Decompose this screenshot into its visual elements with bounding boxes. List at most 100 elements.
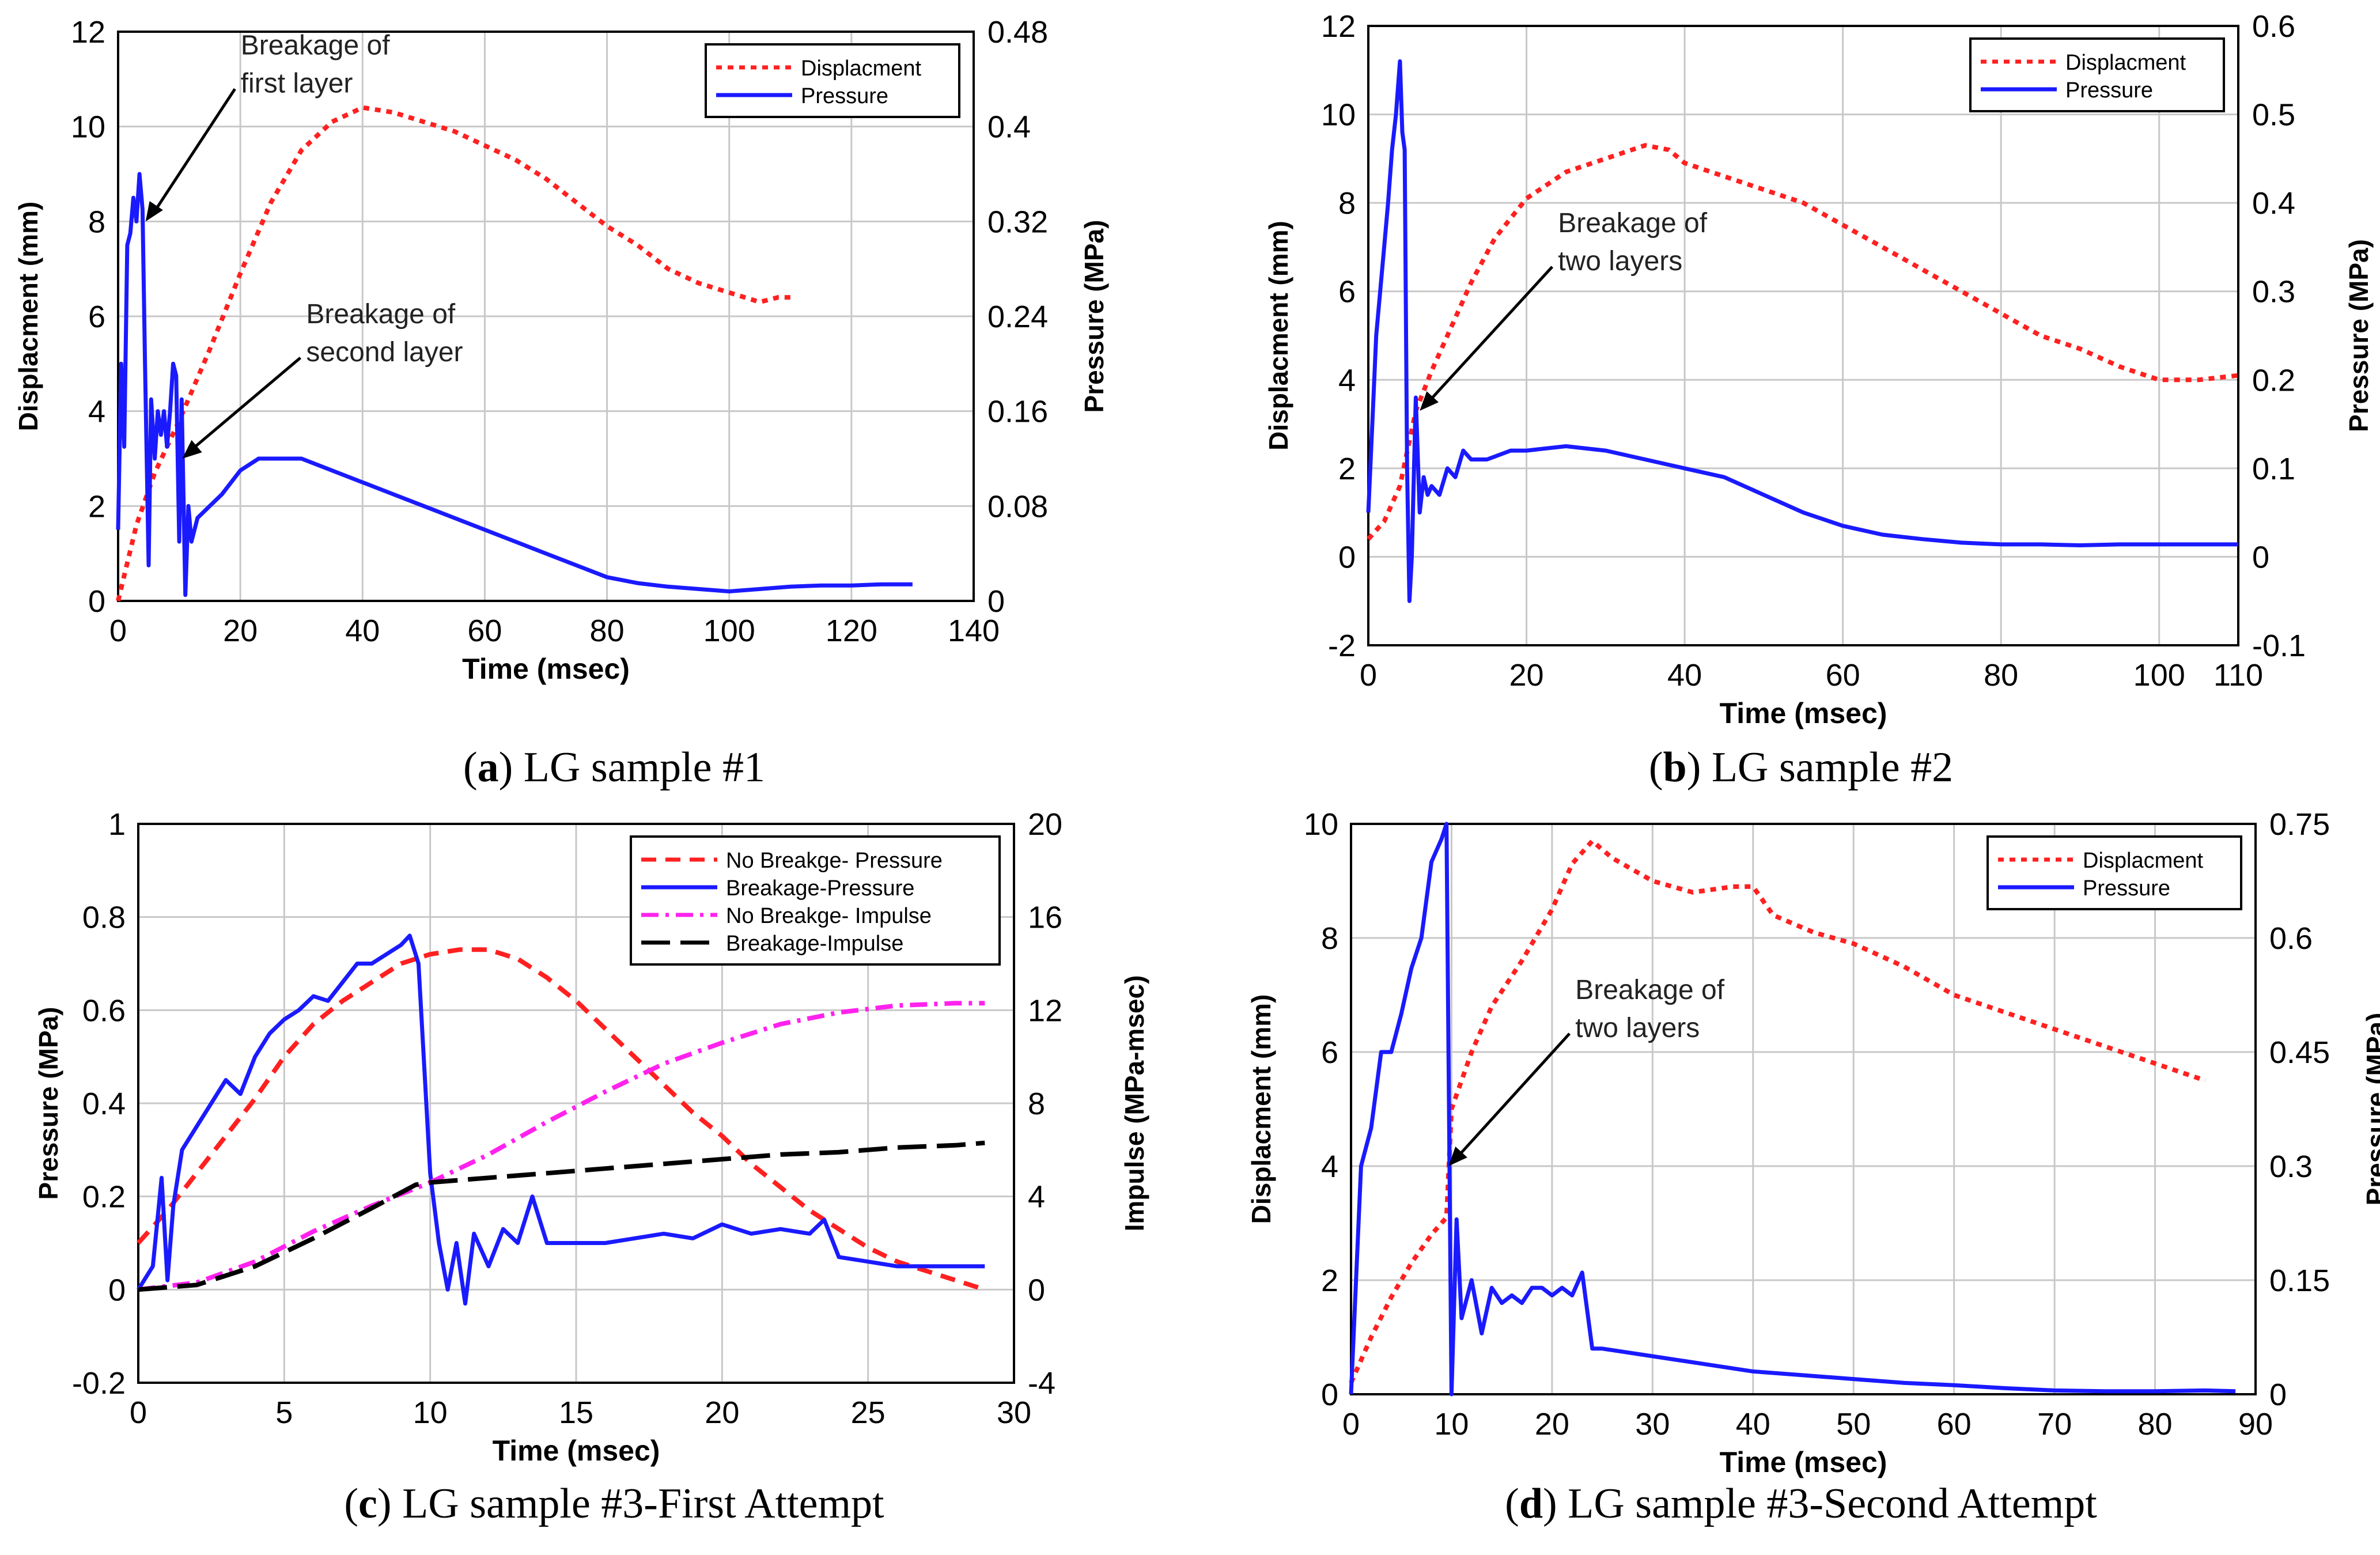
y-tick-label: 6 bbox=[1321, 1035, 1338, 1070]
y-right-tick-label: 0.16 bbox=[987, 395, 1048, 429]
annotation-arrow bbox=[1425, 266, 1554, 405]
plot-frame bbox=[1367, 25, 2239, 646]
y-right-tick-label: 0.1 bbox=[2252, 452, 2295, 486]
annotation: Breakage of second layer bbox=[182, 299, 463, 459]
x-axis-label: Time (msec) bbox=[462, 653, 630, 685]
y-tick-label: 8 bbox=[88, 205, 105, 239]
y-right-tick-label: 0.6 bbox=[2269, 921, 2313, 956]
y-right-tick-label: 0.4 bbox=[2252, 186, 2295, 221]
y-tick-label: 0 bbox=[88, 584, 105, 619]
series-line-no-breakge-pressure bbox=[137, 947, 986, 1292]
series-line-breakage-impulse bbox=[138, 1140, 985, 1292]
y-right-tick-label: 16 bbox=[1028, 901, 1062, 935]
y-axis-label: Displacment (mm) bbox=[1246, 994, 1276, 1224]
y-right-tick-label: 0.08 bbox=[987, 489, 1048, 524]
y-tick-label: -2 bbox=[1328, 629, 1356, 663]
y-right-tick-label: 0 bbox=[987, 584, 1005, 619]
caption-letter: d bbox=[1519, 1480, 1543, 1527]
caption-text: LG sample #3-First Attempt bbox=[402, 1480, 884, 1527]
y-right-tick-label: 0.24 bbox=[987, 300, 1048, 334]
legend: Displacment Pressure bbox=[1969, 37, 2225, 112]
caption-letter: c bbox=[358, 1480, 377, 1527]
series-line-breakage-pressure bbox=[137, 933, 985, 1306]
x-axis-label: Time (msec) bbox=[493, 1435, 660, 1467]
y-tick-label: 8 bbox=[1321, 921, 1338, 956]
y-tick-label: 12 bbox=[1321, 9, 1356, 44]
y-right-tick-label: 4 bbox=[1028, 1180, 1045, 1215]
x-tick-label: 60 bbox=[467, 614, 502, 648]
caption-a: (a) LG sample #1 bbox=[463, 744, 766, 791]
annotation: Breakage of first layer bbox=[145, 30, 391, 222]
y-tick-label: -0.2 bbox=[72, 1366, 126, 1401]
caption-b: (b) LG sample #2 bbox=[1648, 744, 1954, 791]
annotation-text: Breakage of bbox=[241, 30, 391, 60]
y-right-tick-label: -4 bbox=[1028, 1366, 1055, 1401]
y-tick-label: 8 bbox=[1338, 186, 1356, 221]
y-tick-label: 2 bbox=[1321, 1263, 1338, 1298]
chart-panel-a: 0 20 40 60 80 100 120 14002468101200.080.160.24… bbox=[13, 15, 1109, 685]
y-right-axis-label: Pressure (MPa) bbox=[2344, 239, 2374, 432]
legend-label: No Breakge- Impulse bbox=[726, 904, 932, 928]
x-tick-label: 80 bbox=[590, 614, 625, 648]
chart-panel-c: 0 5 10 15 20 25 30-0.200.20.40.60.81-404812162… bbox=[33, 807, 1149, 1467]
x-tick-label: 10 bbox=[1434, 1407, 1469, 1442]
y-right-tick-label: 0 bbox=[1028, 1273, 1045, 1307]
legend: Displacment Pressure bbox=[1987, 835, 2242, 910]
series-line-displacment bbox=[116, 105, 790, 601]
y-right-tick-label: 0.6 bbox=[2252, 9, 2295, 44]
y-tick-label: 4 bbox=[1338, 363, 1356, 398]
annotation-arrow bbox=[188, 357, 301, 453]
legend-label: Displacment bbox=[2065, 51, 2186, 75]
legend-label: Breakage-Impulse bbox=[726, 932, 903, 956]
caption-c: (c) LG sample #3-First Attempt bbox=[344, 1480, 884, 1527]
x-tick-label: 50 bbox=[1836, 1407, 1871, 1442]
y-right-tick-label: 0.5 bbox=[2252, 98, 2295, 133]
y-right-tick-label: 0.48 bbox=[987, 15, 1048, 50]
arrow-head-icon bbox=[182, 440, 202, 459]
annotation-arrow bbox=[151, 88, 236, 215]
annotation: Breakage of two layers bbox=[1420, 208, 1708, 411]
x-tick-label: 20 bbox=[1535, 1407, 1569, 1442]
y-right-tick-label: 0.45 bbox=[2269, 1035, 2330, 1070]
series-line-displacment bbox=[1367, 143, 2239, 541]
x-tick-label: 110 bbox=[2213, 658, 2263, 693]
arrow-head-icon bbox=[1420, 391, 1439, 411]
annotation: Breakage of two layers bbox=[1448, 975, 1725, 1166]
y-axis-label: Pressure (MPa) bbox=[33, 1007, 63, 1200]
x-axis-label: Time (msec) bbox=[1720, 697, 1887, 729]
series-line-pressure bbox=[1349, 822, 2236, 1397]
x-tick-label: 20 bbox=[1509, 658, 1544, 693]
annotation-text: Breakage of bbox=[306, 299, 456, 330]
y-right-tick-label: -0.1 bbox=[2252, 629, 2306, 663]
x-tick-label: 60 bbox=[1937, 1407, 1972, 1442]
y-tick-label: 10 bbox=[1321, 98, 1356, 133]
y-tick-label: 2 bbox=[1338, 452, 1356, 486]
caption-letter: a bbox=[477, 744, 499, 791]
x-tick-label: 20 bbox=[705, 1395, 739, 1430]
x-tick-label: 0 bbox=[130, 1395, 147, 1430]
x-tick-label: 120 bbox=[826, 614, 877, 648]
y-tick-label: 6 bbox=[88, 300, 105, 334]
plot-frame bbox=[117, 31, 975, 602]
y-right-tick-label: 8 bbox=[1028, 1087, 1045, 1121]
y-right-tick-label: 0 bbox=[2252, 540, 2269, 574]
y-tick-label: 0 bbox=[1338, 540, 1356, 574]
y-tick-label: 0.6 bbox=[82, 993, 126, 1028]
x-tick-label: 90 bbox=[2238, 1407, 2273, 1442]
caption-d: (d) LG sample #3-Second Attempt bbox=[1505, 1480, 2097, 1527]
y-tick-label: 12 bbox=[71, 15, 105, 50]
x-tick-label: 10 bbox=[413, 1395, 448, 1430]
annotation-text: second layer bbox=[306, 337, 463, 368]
annotation-text: Breakage of bbox=[1558, 208, 1708, 239]
arrow-head-icon bbox=[1448, 1147, 1467, 1166]
series-line-no-breakge-impulse bbox=[138, 1001, 985, 1292]
legend: Displacment Pressure bbox=[705, 43, 960, 118]
legend-label: Pressure bbox=[2083, 876, 2170, 901]
caption-text: LG sample #2 bbox=[1711, 744, 1954, 791]
legend-label: Displacment bbox=[801, 56, 922, 81]
y-right-tick-label: 0.32 bbox=[987, 205, 1048, 239]
x-tick-label: 15 bbox=[559, 1395, 593, 1430]
chart-panel-b: 0 20 40 60 80 100 110-2024681012-0.100.10.20.3… bbox=[1263, 9, 2374, 729]
y-right-tick-label: 12 bbox=[1028, 993, 1062, 1028]
